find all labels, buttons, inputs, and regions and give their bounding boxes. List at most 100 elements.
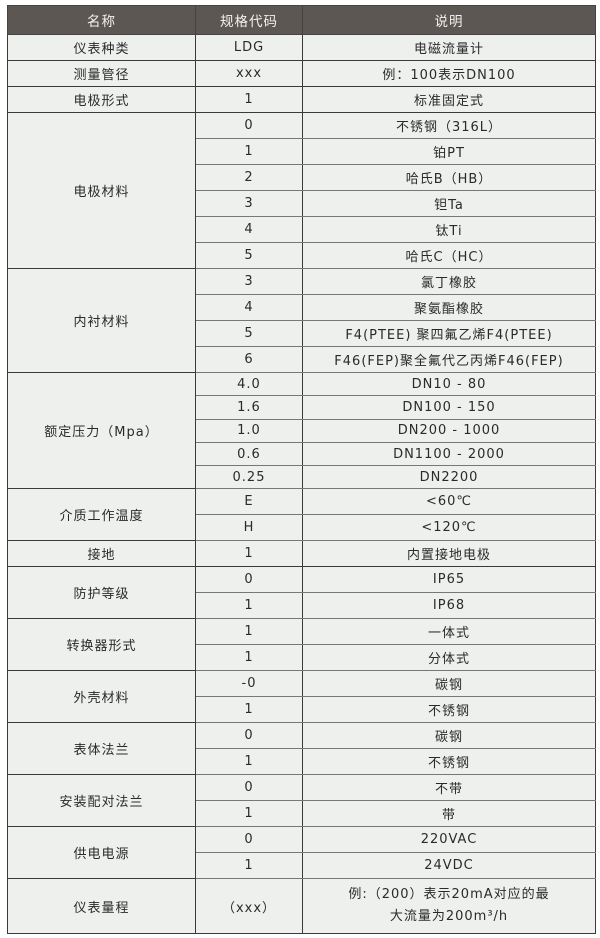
spec-code: xxx <box>195 60 303 87</box>
spec-description: DN200 - 1000 <box>302 418 596 443</box>
spec-code: 6 <box>195 346 303 373</box>
spec-code: 1 <box>195 138 303 165</box>
spec-code: 3 <box>195 268 303 295</box>
spec-code: 0 <box>195 774 303 802</box>
spec-code: 1 <box>195 696 303 724</box>
param-name: 电极材料 <box>7 112 196 269</box>
spec-description: 钽Ta <box>302 190 596 217</box>
param-name: 转换器形式 <box>7 618 196 672</box>
spec-description: 哈氏C（HC） <box>302 242 596 269</box>
spec-code: 3 <box>195 190 303 217</box>
table-row: 6 F46(FEP)聚全氟代乙丙烯F46(FEP) <box>8 346 596 373</box>
spec-description: DN100 - 150 <box>302 395 596 420</box>
table-row: H <120℃ <box>8 514 596 542</box>
spec-description: 例:（200）表示20mA对应的最大流量为200m³/h <box>302 878 596 935</box>
spec-description: 氯丁橡胶 <box>302 268 596 295</box>
spec-description: 一体式 <box>302 618 596 646</box>
spec-table: 名称 规格代码 说明 仪表种类 LDG 电磁流量计 测量管径 xxx 例：100表示DN1… <box>7 5 596 935</box>
table-row: 接地 1 内置接地电极 <box>7 540 596 568</box>
spec-code: 0 <box>195 722 303 750</box>
spec-code: 1 <box>195 618 303 646</box>
header-desc: 说明 <box>302 5 596 35</box>
table-row: 3 钽Ta <box>8 190 596 217</box>
param-name: 接地 <box>7 540 196 568</box>
spec-description: 碳钢 <box>302 670 596 698</box>
spec-code: 0.6 <box>195 441 303 467</box>
param-name: 额定压力（Mpa） <box>7 371 196 490</box>
spec-description: 分体式 <box>302 644 596 672</box>
table-row: 4 钛Ti <box>8 216 596 243</box>
table-row: 1 不锈钢 <box>8 748 596 776</box>
table-row: 外壳材料 -0 碳钢 <box>7 670 596 724</box>
table-row: 5 哈氏C（HC） <box>8 242 596 269</box>
spec-code: 1 <box>195 592 303 620</box>
spec-description: 不锈钢（316L） <box>302 112 596 139</box>
table-row: 防护等级 0 IP65 <box>7 566 596 620</box>
table-row: 安装配对法兰 0 不带 <box>7 774 596 828</box>
spec-code: -0 <box>195 670 303 698</box>
spec-description: DN2200 <box>302 465 596 490</box>
table-row: 1 分体式 <box>8 644 596 672</box>
spec-code: 0 <box>195 112 303 139</box>
header-row: 名称 规格代码 说明 <box>7 5 596 35</box>
param-name: 表体法兰 <box>7 722 196 776</box>
spec-description: DN10 - 80 <box>302 371 596 397</box>
table-row: 电极材料 0 不锈钢（316L） <box>7 112 596 269</box>
param-name: 安装配对法兰 <box>7 774 196 828</box>
param-name: 防护等级 <box>7 566 196 620</box>
param-name: 介质工作温度 <box>7 488 196 542</box>
table-row: 转换器形式 1 一体式 <box>7 618 596 672</box>
table-body: 仪表种类 LDG 电磁流量计 测量管径 xxx 例：100表示DN100 电极形式 1 标准固定… <box>7 34 596 935</box>
spec-code: 4.0 <box>195 371 303 397</box>
param-name: 供电电源 <box>7 826 196 880</box>
table-row: 内衬材料 3 氯丁橡胶 <box>7 268 596 373</box>
spec-description: F4(PTEE) 聚四氟乙烯F4(PTEE) <box>302 320 596 347</box>
spec-code: 1 <box>195 540 303 568</box>
table-row: 4 聚氨酯橡胶 <box>8 294 596 321</box>
spec-description: IP68 <box>302 592 596 620</box>
table-row: 0.6 DN1100 - 2000 <box>8 441 596 467</box>
spec-code: E <box>195 488 303 516</box>
param-name: 测量管径 <box>7 60 196 87</box>
table-row: 电极形式 1 标准固定式 <box>7 86 596 113</box>
spec-description: 聚氨酯橡胶 <box>302 294 596 321</box>
table-row: 测量管径 xxx 例：100表示DN100 <box>7 60 596 87</box>
spec-code: 1 <box>195 644 303 672</box>
spec-description: <60℃ <box>302 488 596 516</box>
table-row: 仪表量程 （xxx） 例:（200）表示20mA对应的最大流量为200m³/h <box>7 878 596 935</box>
table-row: 介质工作温度 E <60℃ <box>7 488 596 542</box>
table-row: 表体法兰 0 碳钢 <box>7 722 596 776</box>
spec-description: <120℃ <box>302 514 596 542</box>
spec-code: LDG <box>195 34 303 61</box>
spec-description: 碳钢 <box>302 722 596 750</box>
spec-description: F46(FEP)聚全氟代乙丙烯F46(FEP) <box>302 346 596 373</box>
spec-code: 0.25 <box>195 465 303 490</box>
spec-description: 不锈钢 <box>302 748 596 776</box>
spec-description: 例：100表示DN100 <box>302 60 596 87</box>
param-name: 仪表量程 <box>7 878 196 935</box>
spec-code: H <box>195 514 303 542</box>
header-name: 名称 <box>7 5 196 35</box>
table-row: 2 哈氏B（HB） <box>8 164 596 191</box>
param-name: 外壳材料 <box>7 670 196 724</box>
table-row: 仪表种类 LDG 电磁流量计 <box>7 34 596 61</box>
spec-description: 标准固定式 <box>302 86 596 113</box>
table-row: 1.6 DN100 - 150 <box>8 395 596 420</box>
spec-code: 1 <box>195 86 303 113</box>
spec-code: 5 <box>195 320 303 347</box>
table-row: 1.0 DN200 - 1000 <box>8 418 596 443</box>
param-name: 电极形式 <box>7 86 196 113</box>
table-row: 5 F4(PTEE) 聚四氟乙烯F4(PTEE) <box>8 320 596 347</box>
spec-code: 0 <box>195 826 303 854</box>
param-name: 内衬材料 <box>7 268 196 373</box>
spec-code: 1 <box>195 852 303 880</box>
spec-code: 4 <box>195 216 303 243</box>
table-row: 1 IP68 <box>8 592 596 620</box>
spec-description: 不锈钢 <box>302 696 596 724</box>
spec-code: 5 <box>195 242 303 269</box>
spec-code: 1.0 <box>195 418 303 443</box>
spec-code: 0 <box>195 566 303 594</box>
spec-description: 钛Ti <box>302 216 596 243</box>
table-row: 1 24VDC <box>8 852 596 880</box>
spec-description: IP65 <box>302 566 596 594</box>
